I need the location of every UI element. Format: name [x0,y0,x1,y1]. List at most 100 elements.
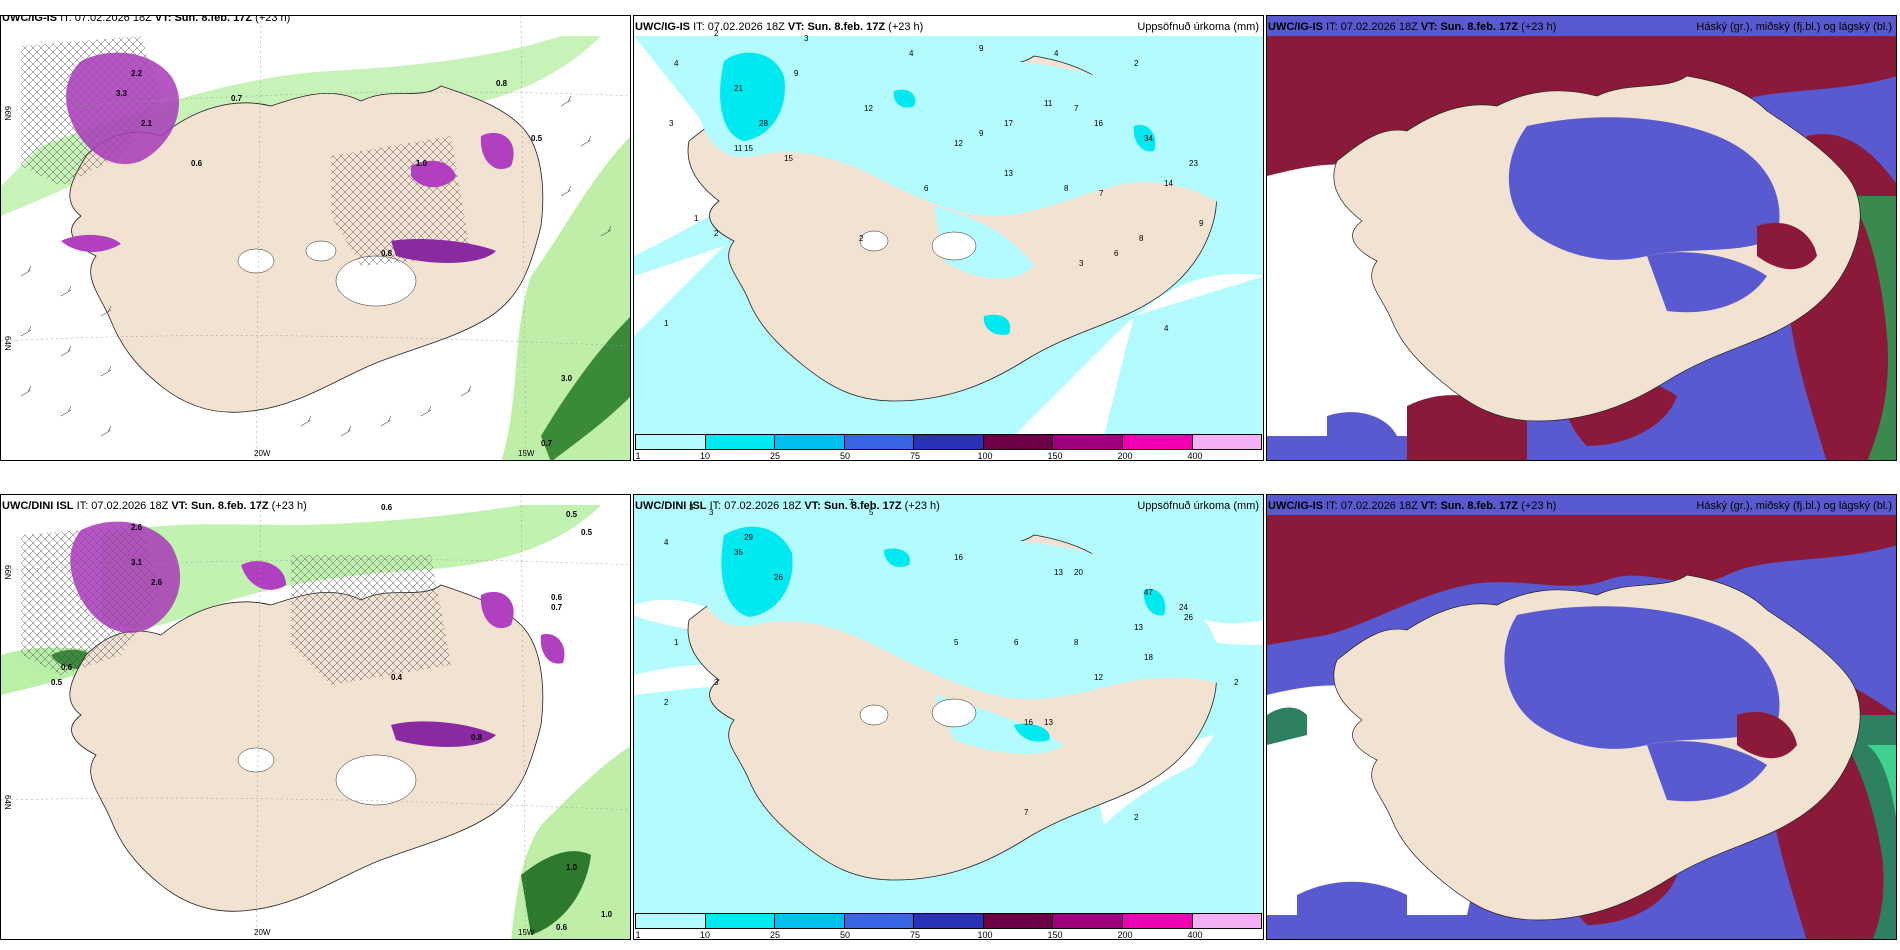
svg-text:26: 26 [1184,613,1193,622]
svg-text:15: 15 [744,144,753,153]
svg-text:11: 11 [1044,99,1053,108]
svg-text:1: 1 [674,638,679,647]
colorbar-tick: 25 [769,451,781,461]
vt-label: VT: [804,500,821,512]
svg-text:2.6: 2.6 [151,578,163,587]
it-time: 07.02.2026 18Z [707,21,785,33]
svg-text:17: 17 [1004,119,1013,128]
svg-text:2: 2 [859,234,864,243]
svg-text:12: 12 [864,104,873,113]
model-name: UWC/IG-IS [1268,21,1323,33]
vt-time: Sun. 8.feb. 17Z [1440,21,1519,33]
svg-text:9: 9 [1199,219,1204,228]
colorbar-tick: 10 [699,451,711,461]
precip-colorbar: 1 10 25 50 75 100 150 200 400 [634,913,1263,939]
vt-label: VT: [787,21,805,33]
colorbar-bin [1192,914,1262,928]
svg-text:1.0: 1.0 [566,863,578,872]
svg-text:2: 2 [714,29,719,38]
it-time: 07.02.2026 18Z [1340,21,1418,33]
vt-time: Sun. 8.feb. 17Z [1440,500,1519,512]
lat-label-66n: 66N [3,106,12,121]
colorbar-tick: 25 [769,930,781,940]
colorbar-bin [775,914,845,928]
colorbar-bin [1053,435,1123,449]
it-label: IT: [1326,21,1338,33]
model-name: UWC/IG-IS [2,15,57,24]
model-name: UWC/DINI ISL [635,500,707,512]
svg-text:16: 16 [1024,718,1033,727]
svg-text:0.7: 0.7 [551,603,563,612]
colorbar-tick: 1 [635,451,641,461]
svg-text:0.6: 0.6 [191,159,203,168]
svg-text:0.6: 0.6 [61,663,73,672]
svg-text:3.0: 3.0 [561,374,573,383]
svg-text:0.8: 0.8 [381,249,393,258]
vt-time: Sun. 8.feb. 17Z [190,500,269,512]
svg-text:34: 34 [1144,134,1153,143]
colorbar-tick: 150 [1047,930,1063,940]
colorbar-tick: 50 [839,451,851,461]
svg-text:24: 24 [1179,603,1188,612]
svg-text:5: 5 [869,508,874,517]
panel-dini-wind: 0.6 0.5 0.5 0.6 0.7 2.6 3.1 2.6 0.6 0.5 … [0,494,631,940]
svg-text:4: 4 [909,49,914,58]
svg-text:2: 2 [1134,813,1139,822]
colorbar-bin [844,914,915,928]
lat-label-64n: 64N [3,795,12,810]
lead-time: (+23 h) [255,15,291,24]
colorbar-tick: 75 [909,451,921,461]
panel-igis-cloud: UWC/IG-IS IT: 07.02.2026 18Z VT: Sun. 8.… [1266,15,1897,461]
colorbar-bin [1122,435,1193,449]
vt-time: Sun. 8.feb. 17Z [823,500,902,512]
svg-text:0.7: 0.7 [541,439,553,448]
colorbar-tick: 50 [839,930,851,940]
svg-text:26: 26 [774,573,783,582]
vt-label: VT: [171,500,188,512]
svg-text:1.0: 1.0 [601,910,613,919]
svg-text:47: 47 [1144,588,1153,597]
svg-text:20: 20 [1074,568,1083,577]
svg-text:2: 2 [1234,678,1239,687]
map-igis-wind: 3.0 0.7 0.5 0.8 0.7 3.3 2.2 2.1 1.0 0.6 … [1,16,630,460]
svg-text:8: 8 [1074,638,1079,647]
svg-text:4: 4 [1164,324,1169,333]
colorbar-bin [705,914,776,928]
field-title: Háský (gr.), miðský (fj.bl.) og lágský (… [1696,21,1892,33]
svg-text:7: 7 [1099,189,1104,198]
lead-time: (+23 h) [904,500,940,512]
svg-text:16: 16 [1094,119,1103,128]
svg-text:3: 3 [804,34,809,43]
colorbar-bin [636,914,706,928]
it-label: IT: [76,500,89,512]
svg-text:7: 7 [849,498,854,507]
map-dini-wind: 0.6 0.5 0.5 0.6 0.7 2.6 3.1 2.6 0.6 0.5 … [1,495,630,939]
colorbar-tick: 75 [909,930,921,940]
it-label: IT: [693,21,705,33]
panel-header: UWC/IG-IS IT: 07.02.2026 18Z VT: Sun. 8.… [2,15,626,26]
svg-text:7: 7 [1024,808,1029,817]
svg-text:13: 13 [1004,169,1013,178]
svg-text:2: 2 [1134,59,1139,68]
svg-text:13: 13 [1134,623,1143,632]
svg-text:0.8: 0.8 [471,733,483,742]
it-label: IT: [1326,500,1338,512]
panel-header: UWC/IG-IS IT: 07.02.2026 18Z VT: Sun. 8.… [635,21,1259,35]
it-time: 07.02.2026 18Z [1340,500,1418,512]
svg-text:3: 3 [714,678,719,687]
svg-text:6: 6 [1014,638,1019,647]
lon-label-15w: 15W [518,449,535,458]
svg-text:0.5: 0.5 [566,510,578,519]
colorbar-tick: 200 [1117,930,1133,940]
map-igis-cloud [1267,16,1896,460]
colorbar-bin [1192,435,1262,449]
lat-label-66n: 66N [3,565,12,580]
svg-text:8: 8 [1064,184,1069,193]
svg-text:0.5: 0.5 [531,134,543,143]
svg-text:0.8: 0.8 [496,79,508,88]
it-time: 07.02.2026 18Z [74,15,152,24]
svg-text:13: 13 [1054,568,1063,577]
colorbar-bin [844,435,915,449]
